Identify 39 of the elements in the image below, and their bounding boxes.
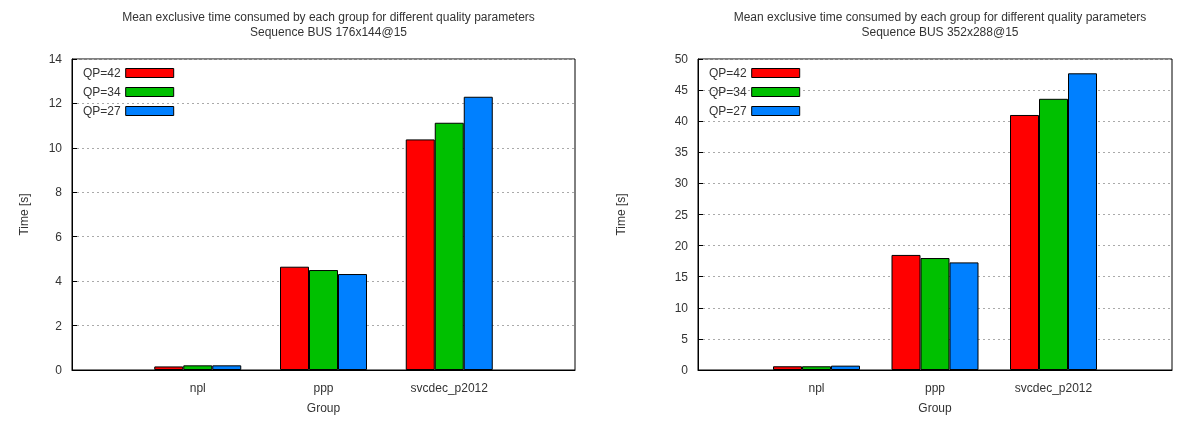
chart-subtitle: Sequence BUS 352x288@15 [861, 25, 1019, 39]
y-tick-label: 30 [674, 176, 689, 191]
legend-label: QP=34 [82, 85, 122, 99]
y-tick-label: 4 [55, 274, 63, 289]
y-tick-label: 50 [674, 52, 689, 66]
y-tick-label: 10 [48, 140, 63, 155]
y-tick-label: 2 [55, 318, 63, 333]
y-tick-label: 35 [674, 145, 689, 160]
y-tick-label: 12 [48, 96, 63, 111]
y-tick-label: 40 [674, 114, 689, 129]
y-tick-label: 5 [681, 331, 689, 346]
x-tick-label: svcdec_p2012 [1014, 381, 1093, 395]
chart-title: Mean exclusive time consumed by each group for different quality parameters [733, 10, 1147, 24]
y-tick-label: 15 [674, 269, 689, 284]
y-axis-title: Time [s] [17, 193, 31, 236]
y-tick-label: 45 [674, 83, 689, 98]
y-tick-label: 14 [48, 52, 63, 66]
y-axis-title: Time [s] [614, 193, 628, 236]
chart-subtitle: Sequence BUS 176x144@15 [250, 25, 408, 39]
x-tick-label: npl [189, 381, 206, 395]
x-axis-title: Group [306, 401, 341, 415]
y-tick-label: 25 [674, 207, 689, 222]
y-tick-label: 8 [55, 185, 63, 200]
x-tick-label: svcdec_p2012 [410, 381, 489, 395]
y-tick-label: 20 [674, 238, 689, 253]
legend-label: QP=42 [82, 66, 122, 80]
x-tick-label: ppp [924, 381, 946, 395]
legend-label: QP=27 [708, 104, 748, 118]
legend-label: QP=34 [708, 85, 748, 99]
x-tick-label: ppp [313, 381, 334, 395]
y-tick-label: 10 [674, 300, 689, 315]
y-tick-label: 0 [681, 363, 689, 377]
y-tick-label: 0 [55, 363, 63, 377]
legend-label: QP=42 [708, 66, 748, 80]
x-tick-label: npl [808, 381, 825, 395]
y-tick-label: 6 [55, 229, 63, 244]
x-axis-title: Group [918, 401, 952, 415]
legend-label: QP=27 [82, 104, 122, 118]
chart-title: Mean exclusive time consumed by each group for different quality parameters [122, 10, 535, 24]
